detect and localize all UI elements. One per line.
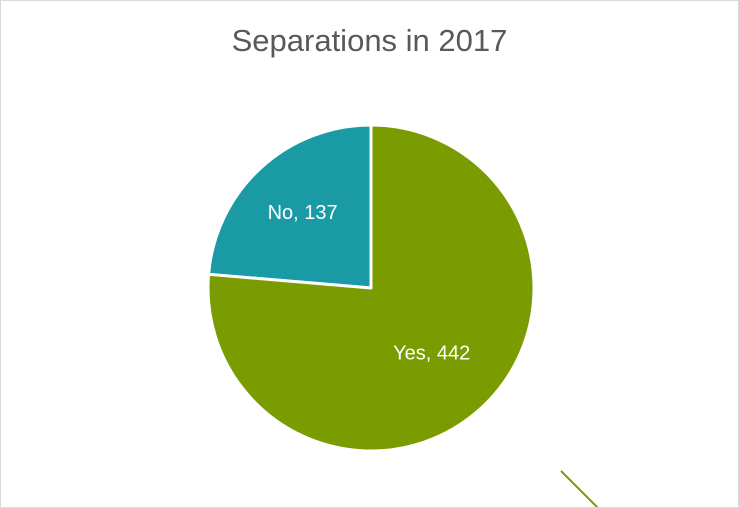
pie-labels: No, 137 Yes, 442: [268, 202, 471, 364]
slice-label-no: No, 137: [268, 202, 338, 224]
pie-slices: [206, 123, 536, 453]
slice-label-yes: Yes, 442: [393, 342, 470, 364]
chart-title: Separations in 2017: [231, 23, 508, 58]
leader-line: [560, 470, 599, 507]
pie-slice-no: [207, 123, 373, 290]
pie-slice-yes: [206, 123, 536, 453]
